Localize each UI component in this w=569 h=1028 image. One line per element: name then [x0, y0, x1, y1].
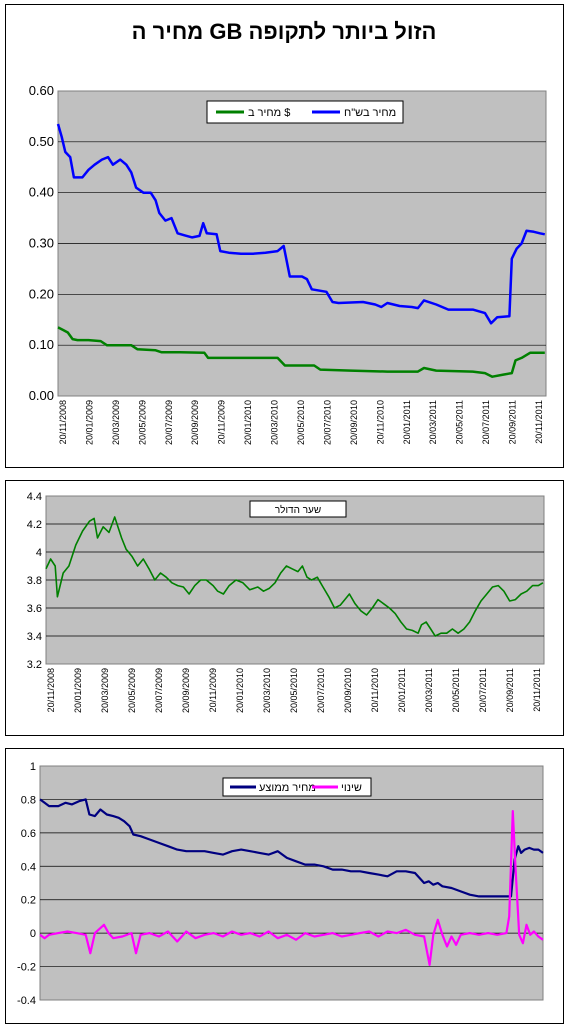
- legend-label-usd: מחיר ב $: [248, 107, 290, 119]
- series-line-0: [39, 798, 544, 898]
- series-line-1: [39, 810, 544, 966]
- x-tick-label: 20/05/2010: [296, 400, 306, 445]
- x-tick-label: 20/07/2011: [478, 668, 488, 712]
- x-tick-label: 20/07/2010: [322, 400, 332, 445]
- x-tick-label: 20/07/2011: [481, 400, 491, 444]
- y-tick-label: 3.6: [27, 603, 42, 615]
- x-tick-label: 20/11/2008: [58, 400, 68, 444]
- y-tick-label: 0.6: [21, 828, 36, 840]
- legend-label-change: שינוי: [341, 782, 362, 794]
- y-tick-label: 3.4: [27, 631, 42, 643]
- y-tick-label: 0.40: [29, 185, 54, 200]
- legend-label-ils: מחיר בש"ח: [344, 107, 396, 119]
- x-tick-label: 20/03/2009: [100, 668, 110, 713]
- y-tick-label: 0.60: [29, 83, 54, 98]
- x-tick-label: 20/11/2010: [375, 400, 385, 444]
- y-tick-label: 0.50: [29, 134, 54, 149]
- x-tick-label: 20/07/2010: [316, 668, 326, 713]
- x-tick-label: 20/11/2009: [217, 400, 227, 444]
- x-tick-label: 20/01/2011: [402, 400, 412, 444]
- x-tick-label: 20/05/2009: [127, 668, 137, 713]
- y-tick-label: 4.4: [27, 491, 42, 503]
- x-tick-label: 20/03/2011: [424, 668, 434, 712]
- x-tick-label: 20/01/2011: [397, 668, 407, 712]
- x-tick-label: 20/09/2011: [505, 668, 515, 712]
- x-tick-label: 20/03/2010: [262, 668, 272, 713]
- legend-label-avg: מחיר ממוצע: [259, 782, 316, 794]
- x-tick-label: 20/01/2010: [243, 400, 253, 445]
- legend-label-rate: שער הדולר: [275, 504, 321, 516]
- y-tick-label: 0.4: [21, 861, 36, 873]
- exchange-rate-panel: 3.2 3.4 3.6 3.8 4 4.2 4.4 20/11/2008 20/01/2009…: [5, 480, 564, 736]
- y-tick-label: 0.2: [21, 895, 36, 907]
- series-line-1: [56, 123, 546, 325]
- x-tick-label: 20/09/2010: [343, 668, 353, 713]
- x-tick-label: 20/07/2009: [164, 400, 174, 445]
- x-tick-label: 20/11/2008: [46, 668, 56, 712]
- x-tick-label: 20/03/2010: [270, 400, 280, 445]
- x-tick-label: 20/07/2009: [154, 668, 164, 713]
- x-tick-label: 20/05/2011: [451, 668, 461, 712]
- x-tick-label: 20/05/2011: [455, 400, 465, 444]
- x-tick-label: 20/05/2010: [289, 668, 299, 713]
- y-tick-label: 0: [30, 928, 36, 940]
- y-tick-label: -0.4: [17, 995, 36, 1007]
- x-tick-label: 20/03/2009: [111, 400, 121, 445]
- x-tick-label: 20/11/2011: [532, 668, 542, 712]
- y-tick-label: 0.8: [21, 794, 36, 806]
- x-tick-label: 20/09/2011: [508, 400, 518, 444]
- legend: מחיר בש"ח מחיר ב $: [206, 100, 404, 124]
- y-tick-label: -0.2: [17, 962, 36, 974]
- y-tick-label: 0.30: [29, 236, 54, 251]
- y-tick-label: 3.8: [27, 575, 42, 587]
- x-tick-label: 20/11/2009: [208, 668, 218, 712]
- plot-area: [39, 765, 544, 1001]
- exchange-rate-chart: 3.2 3.4 3.6 3.8 4 4.2 4.4 20/11/2008 20/01/2009…: [27, 491, 545, 713]
- legend: שער הדולר: [249, 500, 347, 518]
- y-tick-label: 3.2: [27, 659, 42, 671]
- y-tick-label: 0.00: [29, 388, 54, 403]
- x-tick-label: 20/09/2010: [349, 400, 359, 445]
- x-tick-label: 20/01/2009: [73, 668, 83, 713]
- y-tick-label: 4.2: [27, 519, 42, 531]
- y-tick-label: 0.20: [29, 286, 54, 301]
- y-tick-label: 1: [30, 761, 36, 773]
- average-price-chart: -0.4 -0.2 0 0.2 0.4 0.6 0.8 1 מחיר ממוצע שינוי: [17, 761, 544, 1007]
- x-tick-label: 20/11/2011: [534, 400, 544, 444]
- price-chart: מחיר ה GB הזול ביותר לתקופה 0.00 0.10 0.20…: [29, 19, 547, 445]
- legend: מחיר ממוצע שינוי: [222, 777, 372, 797]
- series-line-0: [45, 516, 544, 637]
- x-tick-label: 20/03/2011: [428, 400, 438, 444]
- x-tick-label: 20/01/2010: [235, 668, 245, 713]
- average-price-panel: -0.4 -0.2 0 0.2 0.4 0.6 0.8 1 מחיר ממוצע שינוי: [5, 748, 564, 1024]
- chart-title: מחיר ה GB הזול ביותר לתקופה: [132, 19, 437, 44]
- y-tick-label: 4: [36, 547, 42, 559]
- x-tick-label: 20/11/2010: [370, 668, 380, 712]
- price-chart-panel: מחיר ה GB הזול ביותר לתקופה 0.00 0.10 0.20…: [5, 4, 564, 468]
- y-tick-label: 0.10: [29, 337, 54, 352]
- x-tick-label: 20/05/2009: [137, 400, 147, 445]
- x-tick-label: 20/09/2009: [190, 400, 200, 445]
- x-tick-label: 20/01/2009: [84, 400, 94, 445]
- x-tick-label: 20/09/2009: [181, 668, 191, 713]
- series-line-0: [57, 326, 545, 378]
